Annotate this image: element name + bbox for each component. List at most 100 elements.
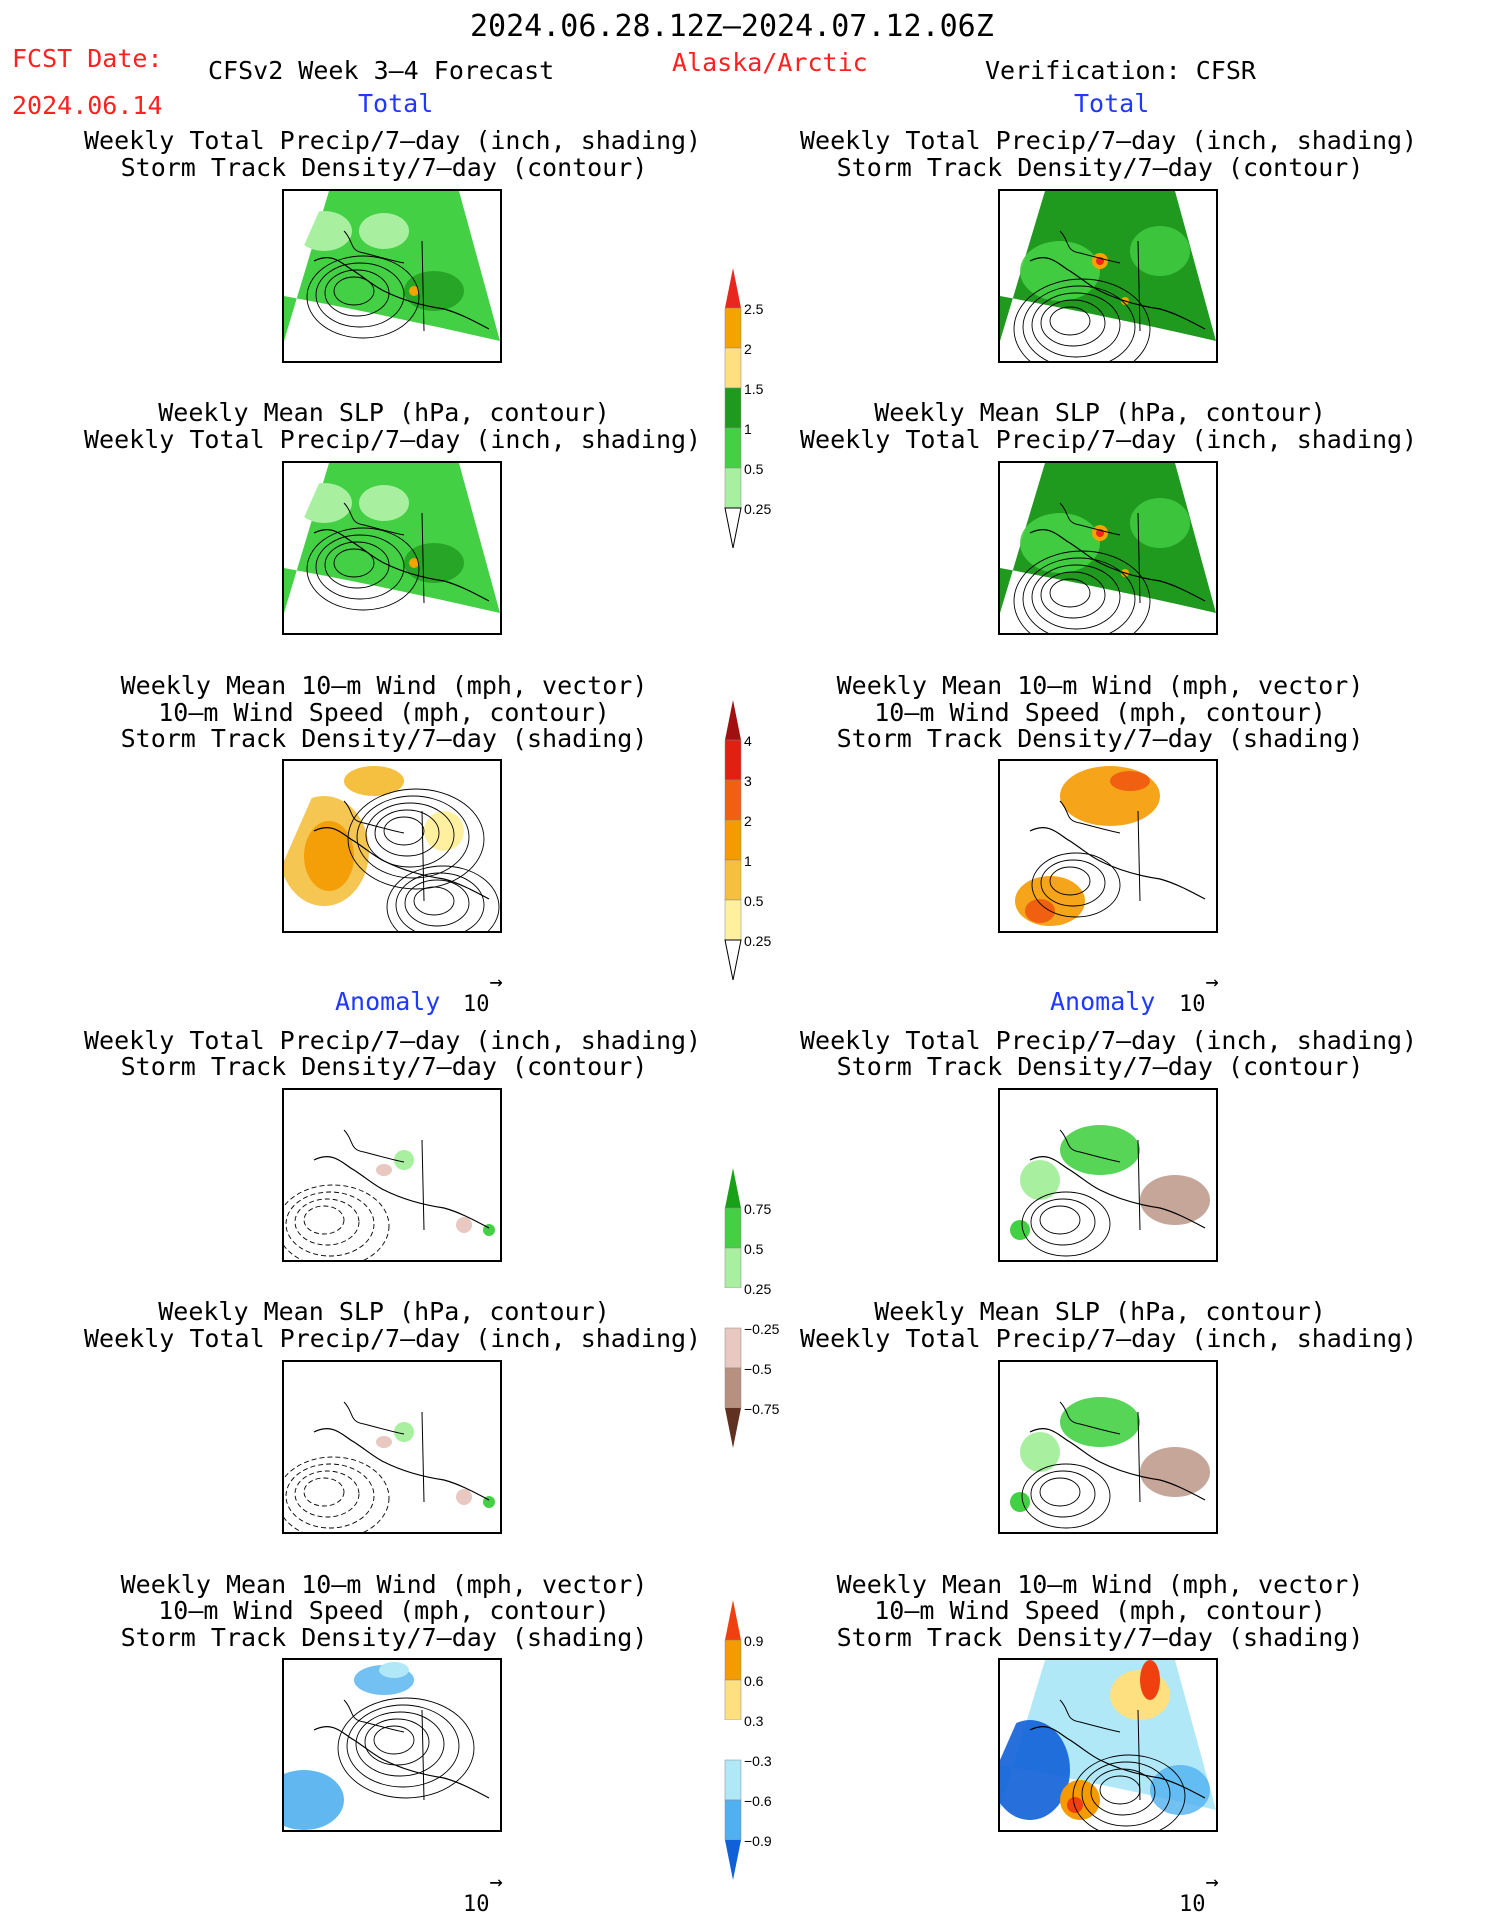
coastline (1059, 1401, 1121, 1435)
map-layer (284, 1660, 500, 1830)
map-anom-wind-verification (998, 1658, 1218, 1832)
shade-blob (1010, 1220, 1030, 1240)
contour-line (1049, 578, 1091, 608)
contour-line (1039, 1477, 1081, 1507)
shade-blob (1060, 1397, 1140, 1447)
map-anom-precip-verification (998, 1088, 1218, 1262)
cbar-label: 0.5 (744, 893, 764, 909)
contour-line (1021, 1191, 1111, 1257)
contour-line (374, 809, 440, 857)
colorbar-precip-anom-svg (724, 1168, 742, 1448)
cbar-seg (724, 939, 742, 981)
contour-line (337, 1697, 475, 1799)
shade-blob (304, 821, 354, 891)
cbar-seg (724, 859, 742, 901)
contour-line (413, 886, 455, 916)
shade-blob (376, 1436, 392, 1448)
coastline (1029, 1156, 1206, 1229)
border-line (1137, 1139, 1141, 1231)
shade-blob (296, 211, 352, 251)
coastline (1059, 800, 1121, 834)
title-left-6a: Weekly Mean 10–m Wind (mph, vector) (120, 1570, 648, 1599)
cbar-label: 0.3 (744, 1713, 764, 1729)
contour-line (1030, 1470, 1096, 1518)
section-anomaly-right: Anomaly (1050, 987, 1156, 1016)
map-total-precip-forecast (282, 189, 502, 363)
map-layer (1000, 1362, 1216, 1529)
map-svg (284, 761, 500, 931)
cbar-seg (724, 1799, 742, 1841)
contour-line (383, 816, 425, 846)
shade-blob (284, 1770, 344, 1830)
title-left-1a: Weekly Total Precip/7–day (inch, shading… (84, 126, 702, 155)
coastline (313, 1726, 490, 1799)
shade-blob (1020, 1160, 1060, 1200)
cbar-seg (724, 507, 742, 549)
vector-ref-total-right: → 10 (1179, 950, 1219, 1016)
shade-blob (379, 1662, 409, 1678)
cbar-seg (724, 1759, 742, 1801)
title-right-3b: 10–m Wind Speed (mph, contour) (874, 698, 1326, 727)
fcst-label: FCST Date: (12, 44, 163, 73)
shade-blob (1060, 1125, 1140, 1175)
cbar-label: 0.5 (744, 461, 764, 477)
arrow-right-icon: → (489, 1870, 503, 1895)
title-right-1a: Weekly Total Precip/7–day (inch, shading… (800, 126, 1418, 155)
coastline (343, 1699, 405, 1733)
cbar-seg (724, 1367, 742, 1409)
shade-blob (1150, 1765, 1210, 1815)
arrow-right-icon: → (489, 970, 503, 995)
contour-line (1039, 1205, 1081, 1235)
contour-line (356, 795, 470, 879)
title-left-3c: Storm Track Density/7–day (shading) (120, 724, 648, 753)
contour-line (294, 1198, 360, 1246)
coastline (343, 230, 405, 264)
map-total-slp-forecast (282, 461, 502, 635)
map-layer (1000, 761, 1216, 926)
cbar-label: −0.25 (744, 1321, 780, 1337)
title-right-2b: Weekly Total Precip/7–day (inch, shading… (800, 425, 1418, 454)
vector-ref-total-left: → 10 (463, 950, 503, 1016)
cbar-seg (724, 427, 742, 469)
vector-ref-anom-right: → 10 (1179, 1850, 1219, 1916)
contour-line (1040, 299, 1106, 347)
coastline (1029, 1726, 1206, 1799)
cbar-seg (724, 819, 742, 861)
shade-blob (394, 1150, 414, 1170)
contour-line (324, 541, 390, 589)
cbar-seg (724, 467, 742, 509)
map-layer (284, 1090, 500, 1260)
shade-blob (1020, 1432, 1060, 1472)
coastline (343, 502, 405, 536)
shade-blob (1140, 1175, 1210, 1225)
border-line (1137, 1709, 1141, 1801)
title-right-3a: Weekly Mean 10–m Wind (mph, vector) (836, 671, 1364, 700)
contour-line (1031, 292, 1121, 358)
title-left-1b: Storm Track Density/7–day (contour) (120, 153, 648, 182)
map-svg (1000, 1660, 1216, 1830)
contour-line (315, 534, 405, 600)
title-right-3c: Storm Track Density/7–day (shading) (836, 724, 1364, 753)
cbar-seg (724, 899, 742, 941)
contour-line (284, 1456, 390, 1532)
title-left-3a: Weekly Mean 10–m Wind (mph, vector) (120, 671, 648, 700)
map-anom-slp-verification (998, 1360, 1218, 1534)
cbar-label: 0.25 (744, 933, 772, 949)
title-right-6b: 10–m Wind Speed (mph, contour) (874, 1596, 1326, 1625)
map-total-wind-verification (998, 759, 1218, 933)
cbar-label: 4 (744, 733, 752, 749)
title-right-6c: Storm Track Density/7–day (shading) (836, 1623, 1364, 1652)
cbar-seg (724, 387, 742, 429)
shade-blob (409, 558, 419, 568)
vector-ref-label: 10 (1179, 992, 1206, 1017)
section-total-left: Total (358, 89, 434, 118)
title-left-5a: Weekly Mean SLP (hPa, contour) (158, 1297, 610, 1326)
cbar-seg (725, 1408, 741, 1448)
border-line (1137, 810, 1141, 902)
border-line (1137, 1411, 1141, 1503)
cbar-label: −0.5 (744, 1361, 772, 1377)
contour-line (1090, 1768, 1156, 1816)
contour-line (324, 269, 390, 317)
contour-line (364, 1718, 430, 1766)
contour-line (1022, 285, 1136, 361)
